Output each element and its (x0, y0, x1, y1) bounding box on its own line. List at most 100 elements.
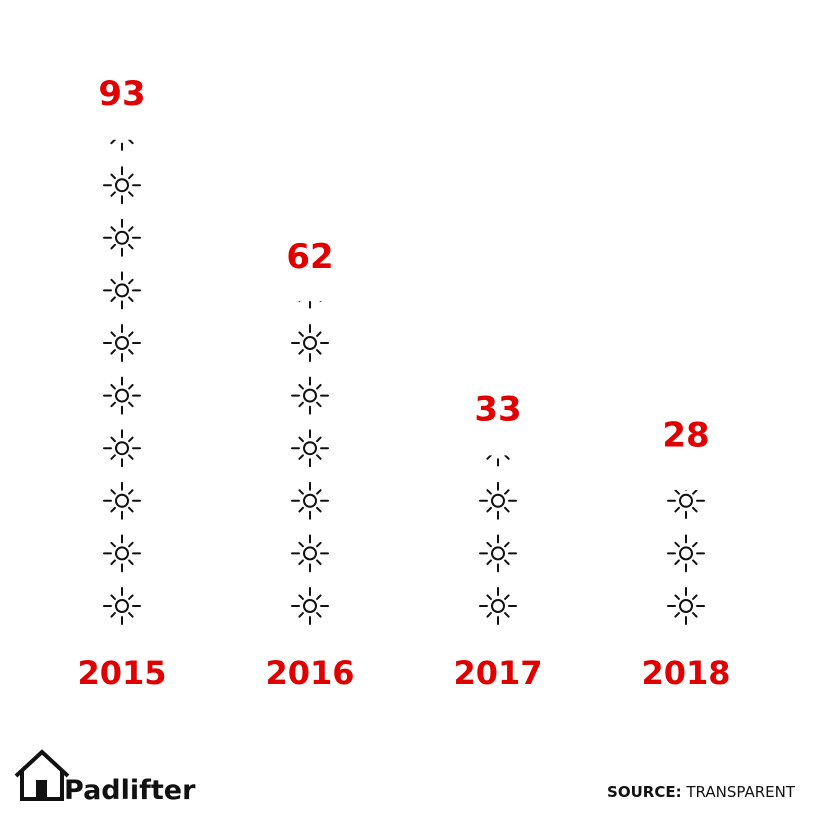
x-tick-label: 2016 (265, 654, 354, 692)
sun-ray (298, 436, 304, 443)
sun-ray (128, 506, 134, 513)
sun-ray (298, 506, 304, 513)
sun-core (116, 127, 128, 139)
sun-ray (110, 383, 116, 390)
sun-ray (298, 594, 304, 600)
sun-ray (486, 506, 492, 513)
sun-ray (319, 301, 322, 303)
sun-ray (692, 490, 698, 495)
sun-ray (316, 541, 322, 548)
logo (14, 749, 70, 801)
sun-ray (316, 383, 322, 390)
sun-ray (110, 541, 116, 548)
sun-ray (128, 489, 134, 495)
sun-ray (110, 226, 116, 232)
sun-core (679, 493, 693, 508)
sun-ray (128, 541, 134, 548)
sun-ray (110, 401, 116, 408)
icon (103, 376, 141, 415)
sun-ray (298, 612, 304, 618)
sun-ray (692, 594, 698, 600)
icon-partial (486, 438, 510, 467)
sun-ray (128, 594, 134, 600)
sun-ray (110, 506, 116, 513)
sun-ray (128, 383, 134, 390)
sun-ray (486, 489, 492, 495)
sun-ray (316, 454, 322, 460)
sun-core (115, 283, 129, 298)
source-label: SOURCE: (607, 783, 682, 801)
sun-ray (298, 489, 304, 495)
icon (103, 218, 141, 257)
icon (291, 534, 329, 573)
sun-ray (299, 280, 303, 284)
sun-core (679, 546, 693, 561)
icon (103, 166, 141, 205)
sun-ray (128, 559, 134, 566)
value-label: 33 (474, 389, 521, 429)
sun-ray (504, 506, 510, 513)
sun-core (303, 441, 317, 456)
sun-ray (110, 594, 116, 600)
icon (103, 587, 141, 625)
value-label: 62 (286, 237, 333, 277)
sun-ray (298, 541, 304, 548)
sun-ray (128, 401, 134, 408)
icon (103, 324, 141, 362)
sun-ray (128, 139, 134, 145)
sun-ray (316, 506, 322, 513)
sun-ray (674, 612, 680, 618)
sun-ray (487, 438, 491, 442)
sun-ray (128, 173, 134, 180)
sun-ray (316, 559, 322, 566)
sun-ray (504, 489, 510, 495)
icon-partial (110, 127, 134, 151)
icon (291, 376, 329, 415)
sun-ray (486, 455, 492, 460)
sun-ray (128, 243, 134, 250)
sun-ray (316, 349, 322, 355)
sun-ray (486, 594, 492, 600)
icon (103, 429, 141, 468)
sun-ray (110, 489, 116, 495)
sun-core (115, 388, 129, 403)
x-tick-label: 2017 (453, 654, 542, 692)
sun-ray (505, 438, 509, 442)
icon (667, 534, 705, 573)
sun-ray (110, 296, 116, 303)
icon (103, 271, 141, 310)
sun-ray (316, 489, 322, 495)
icon (291, 481, 329, 520)
sun-ray (128, 191, 134, 197)
icon (479, 534, 517, 573)
source: SOURCE: TRANSPARENT (607, 783, 796, 801)
sun-ray (316, 594, 322, 600)
sun-ray (128, 612, 134, 618)
sun-ray (128, 331, 134, 337)
icon (291, 587, 329, 625)
sun-ray (128, 278, 134, 285)
sun-ray (110, 331, 116, 337)
sun-ray (674, 594, 680, 600)
sun-ray (128, 454, 134, 460)
icon-partial (667, 490, 705, 519)
value-label: 93 (98, 74, 145, 114)
sun-ray (110, 559, 116, 566)
sun-ray (504, 559, 510, 566)
sun-ray (674, 541, 680, 548)
sun-ray (110, 191, 116, 197)
sun-ray (504, 594, 510, 600)
sun-ray (110, 612, 116, 618)
sun-ray (298, 559, 304, 566)
sun-ray (316, 401, 322, 408)
icon (291, 324, 329, 362)
sun-ray (692, 541, 698, 548)
sun-ray (316, 612, 322, 618)
sun-core (491, 599, 505, 613)
sun-ray (298, 454, 304, 460)
sun-ray (317, 280, 321, 284)
source-text: TRANSPARENT (685, 783, 795, 801)
sun-core (304, 284, 316, 296)
sun-core (303, 599, 317, 613)
